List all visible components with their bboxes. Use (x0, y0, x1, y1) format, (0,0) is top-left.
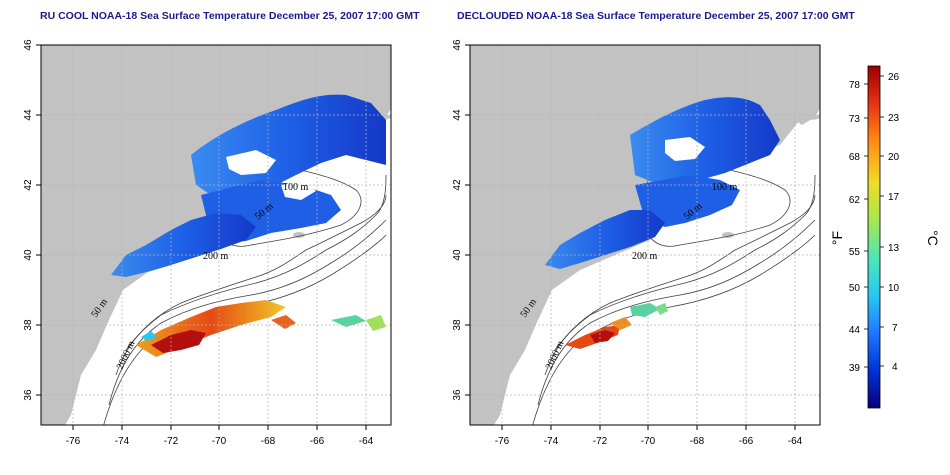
sst-cool-patch (141, 331, 157, 341)
contour-label-200m: 200 m (203, 251, 229, 262)
x-tick-label: -68 (261, 436, 276, 447)
x-tick-label: -76 (495, 436, 510, 447)
sst-georges-bank (635, 175, 740, 227)
colorbar-fahrenheit-label: °F (829, 231, 845, 245)
y-tick-label: 44 (452, 109, 463, 121)
map-title-declouded: DECLOUDED NOAA-18 Sea Surface Temperatur… (457, 10, 855, 22)
x-tick-label: -72 (164, 436, 179, 447)
y-tick-label: 36 (452, 389, 463, 401)
colorbar-c-tick: 17 (888, 192, 900, 203)
y-tick-label: 42 (23, 179, 34, 191)
x-tick-label: -66 (310, 436, 325, 447)
colorbar-c-tick: 13 (888, 243, 900, 254)
temperature-colorbar: 78 73 68 62 55 50 44 39 26 23 20 17 13 1… (829, 65, 941, 409)
colorbar-f-tick: 44 (849, 325, 861, 336)
sst-cool-filament (366, 315, 386, 331)
sst-cool-filament (331, 315, 366, 327)
x-tick-label: -76 (66, 436, 81, 447)
sst-gulf-of-maine (630, 97, 780, 185)
y-tick-label: 40 (23, 249, 34, 261)
contour-label-100m: 100 m (283, 182, 309, 193)
plot-frame (469, 44, 821, 426)
colorbar-f-tick: 55 (849, 247, 861, 258)
colorbar-f-tick: 78 (849, 80, 861, 91)
colorbar-gradient (867, 65, 881, 409)
sst-mid-atlantic-shelf (545, 210, 665, 269)
plot-frame (40, 44, 392, 426)
colorbar-f-tick: 62 (849, 195, 861, 206)
x-tick-label: -72 (593, 436, 608, 447)
colorbar-f-tick: 50 (849, 283, 861, 294)
y-tick-label: 44 (23, 109, 34, 121)
x-tick-label: -68 (690, 436, 705, 447)
contour-label-200m: 200 m (632, 251, 658, 262)
x-tick-label: -74 (544, 436, 559, 447)
x-tick-label: -70 (641, 436, 656, 447)
y-tick-label: 42 (452, 179, 463, 191)
cloud-gap (665, 137, 705, 161)
sst-warm-ring (151, 330, 206, 353)
graticule (470, 44, 820, 425)
colorbar-c-tick: 26 (888, 72, 900, 83)
colorbar-f-tick: 68 (849, 152, 861, 163)
colorbar-f-tick: 73 (849, 114, 861, 125)
y-tick-label: 38 (452, 319, 463, 331)
y-tick-label: 46 (23, 39, 34, 51)
colorbar-f-tick: 39 (849, 363, 861, 374)
colorbar-celsius-label: °C (925, 230, 941, 246)
sst-mid-atlantic-shelf (111, 213, 256, 277)
colorbar-c-tick: 20 (888, 152, 900, 163)
colorbar-c-tick: 4 (892, 362, 898, 373)
sst-warm-patch (271, 315, 296, 329)
x-tick-label: -74 (115, 436, 130, 447)
sst-cool-filament (655, 303, 668, 315)
y-tick-label: 38 (23, 319, 34, 331)
sst-cool-filament (630, 303, 660, 317)
sst-warm-ring (590, 330, 615, 343)
y-tick-label: 46 (452, 39, 463, 51)
map-panel-ru-cool: -76 -74 -72 -70 -68 -66 -64 36 38 40 42 … (23, 39, 392, 447)
map-panel-declouded: -76 -74 -72 -70 -68 -66 -64 36 38 40 42 … (452, 39, 821, 447)
x-tick-label: -70 (212, 436, 227, 447)
graticule (41, 44, 391, 425)
contour-label-100m: 100 m (712, 182, 738, 193)
y-tick-label: 40 (452, 249, 463, 261)
x-tick-label: -66 (739, 436, 754, 447)
sst-warm-patch (610, 317, 632, 330)
cloud-gap (281, 181, 316, 200)
x-tick-label: -64 (359, 436, 374, 447)
x-tick-label: -64 (788, 436, 803, 447)
colorbar-c-tick: 10 (888, 283, 900, 294)
colorbar-c-tick: 23 (888, 113, 900, 124)
cloud-gap (226, 150, 276, 175)
map-title-ru-cool: RU COOL NOAA-18 Sea Surface Temperature … (40, 10, 420, 22)
colorbar-c-tick: 7 (892, 323, 898, 334)
y-tick-label: 36 (23, 389, 34, 401)
